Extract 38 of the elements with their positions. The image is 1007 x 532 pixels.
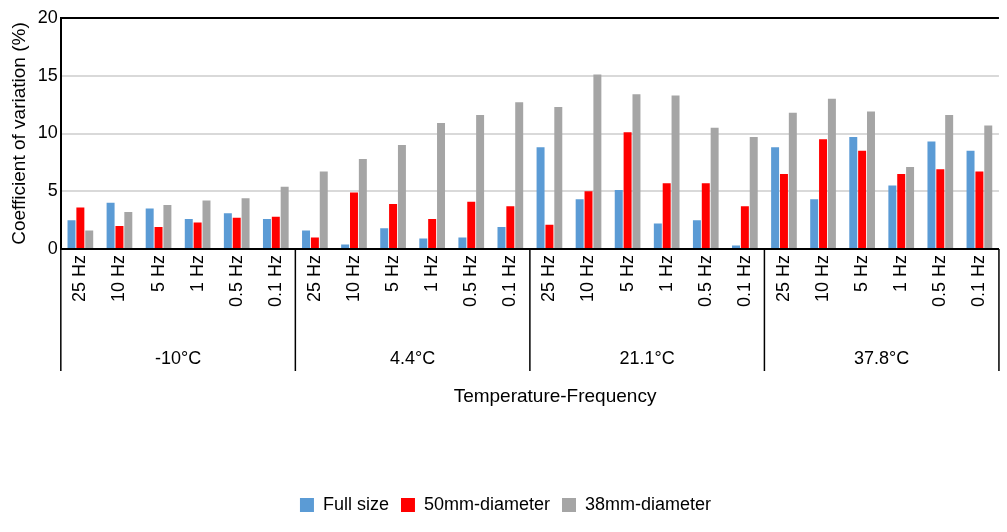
legend-label: Full size xyxy=(322,493,389,514)
x-tick-label: 25 Hz xyxy=(538,255,559,303)
x-tick-label: 0.5 Hz xyxy=(694,255,715,308)
x-tick-label: 5 Hz xyxy=(382,255,403,293)
y-tick-label: 10 xyxy=(37,122,58,143)
x-tick-label: 0.1 Hz xyxy=(499,255,520,308)
x-tick-label: 0.1 Hz xyxy=(968,255,989,308)
x-tick-label: 0.1 Hz xyxy=(264,255,285,308)
x-tick-label: 10 Hz xyxy=(342,255,363,303)
x-tick-label: 0.5 Hz xyxy=(225,255,246,308)
y-axis-title: Coefficient of variation (%) xyxy=(7,22,29,245)
x-tick-label: 5 Hz xyxy=(147,255,168,293)
x-tick-label: 0.1 Hz xyxy=(733,255,754,308)
x-tick-label: 5 Hz xyxy=(851,255,872,293)
x-tick-label: 1 Hz xyxy=(890,255,911,293)
x-tick-label: 1 Hz xyxy=(655,255,676,293)
x-tick-label: 1 Hz xyxy=(186,255,207,293)
x-tick-label: 10 Hz xyxy=(577,255,598,303)
y-tick-label: 15 xyxy=(37,64,58,85)
text: 37.8°C xyxy=(854,347,910,368)
legend-label: 50mm-diameter xyxy=(423,493,551,514)
x-tick-label: 1 Hz xyxy=(421,255,442,293)
x-tick-label: 25 Hz xyxy=(69,255,90,303)
x-tick-label: 10 Hz xyxy=(812,255,833,303)
y-tick-label: 5 xyxy=(47,180,58,201)
x-tick-label: 5 Hz xyxy=(616,255,637,293)
x-axis-title: Temperature-Frequency xyxy=(453,385,657,407)
x-tick-label: 10 Hz xyxy=(108,255,129,303)
y-tick-label: 20 xyxy=(37,6,58,27)
text: -10°C xyxy=(154,347,202,368)
x-tick-label: 0.5 Hz xyxy=(460,255,481,308)
text: 21.1°C xyxy=(619,347,675,368)
x-tick-label: 25 Hz xyxy=(772,255,793,303)
x-tick-label: 25 Hz xyxy=(303,255,324,303)
text: 4.4°C xyxy=(390,347,436,368)
legend-label: 38mm-diameter xyxy=(585,493,712,514)
x-tick-label: 0.5 Hz xyxy=(929,255,950,308)
y-tick-label: 0 xyxy=(47,237,58,258)
